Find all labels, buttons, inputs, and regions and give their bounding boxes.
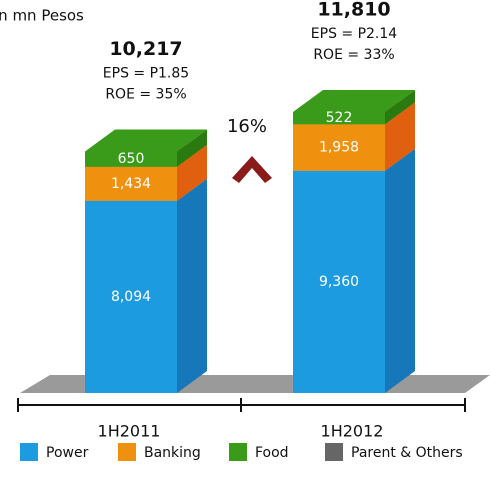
bar-segment xyxy=(85,166,177,201)
bar-side xyxy=(177,144,207,201)
total-label: 11,810 xyxy=(317,0,390,21)
bar-segment xyxy=(85,200,177,393)
bar-segment xyxy=(85,151,177,167)
bar-segment xyxy=(293,170,385,393)
bar-side xyxy=(385,102,415,171)
bar-top xyxy=(85,129,207,152)
chart-title: in mn Pesos xyxy=(0,7,84,25)
bar-segment xyxy=(293,124,385,171)
value-label: 522 xyxy=(326,110,353,126)
growth-label: 16% xyxy=(227,116,267,137)
legend-label: Parent & Others xyxy=(351,445,463,461)
value-label: 8,094 xyxy=(111,289,151,305)
legend-swatch xyxy=(325,443,343,461)
bar-side xyxy=(385,148,415,393)
bar-top xyxy=(293,90,415,112)
legend-label: Banking xyxy=(144,445,201,461)
bar-segment xyxy=(293,112,385,125)
legend-swatch xyxy=(118,443,136,461)
total-label: 10,217 xyxy=(109,38,182,60)
legend-label: Power xyxy=(46,445,89,461)
bar-side xyxy=(177,129,207,167)
legend-label: Food xyxy=(255,445,289,461)
value-label: 650 xyxy=(118,151,145,167)
value-label: 1,434 xyxy=(111,176,151,192)
roe-label: ROE = 35% xyxy=(105,86,186,102)
bar-side xyxy=(177,178,207,393)
x-tick-label: 1H2012 xyxy=(321,422,384,441)
value-label: 1,958 xyxy=(319,140,359,156)
growth-chevron xyxy=(232,156,272,183)
bar-side xyxy=(385,90,415,125)
eps-label: EPS = P1.85 xyxy=(103,65,189,81)
x-tick-label: 1H2011 xyxy=(98,422,161,441)
roe-label: ROE = 33% xyxy=(313,47,394,63)
legend-swatch xyxy=(229,443,247,461)
value-label: 9,360 xyxy=(319,274,359,290)
legend-swatch xyxy=(20,443,38,461)
eps-label: EPS = P2.14 xyxy=(311,26,398,42)
